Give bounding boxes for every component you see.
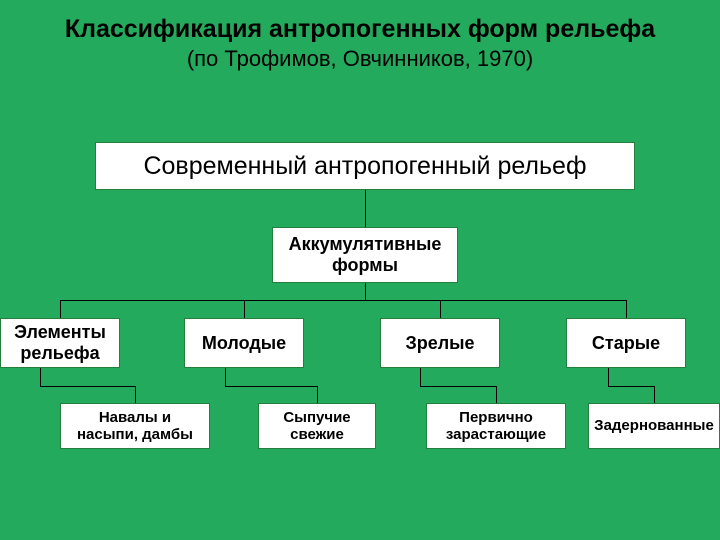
node-root: Современный антропогенный рельеф bbox=[95, 142, 635, 190]
connector-segment bbox=[496, 386, 497, 403]
node-sodded: Задернованные bbox=[588, 403, 720, 449]
node-accumulative-label: Аккумулятивные формы bbox=[289, 234, 442, 275]
node-overgrowing-label: Первично зарастающие bbox=[446, 409, 546, 444]
node-sodded-label: Задернованные bbox=[594, 417, 714, 434]
connector-segment bbox=[654, 386, 655, 403]
diagram-subtitle: (по Трофимов, Овчинников, 1970) bbox=[0, 46, 720, 72]
node-accumulative: Аккумулятивные формы bbox=[272, 227, 458, 283]
connector-segment bbox=[608, 368, 609, 386]
node-young: Молодые bbox=[184, 318, 304, 368]
connector-segment bbox=[244, 300, 245, 318]
diagram-title: Классификация антропогенных форм рельефа bbox=[0, 14, 720, 44]
connector-segment bbox=[420, 368, 421, 386]
node-old: Старые bbox=[566, 318, 686, 368]
connector-segment bbox=[135, 386, 136, 403]
node-mature: Зрелые bbox=[380, 318, 500, 368]
connector-segment bbox=[225, 368, 226, 386]
connector-segment bbox=[365, 190, 366, 227]
connector-segment bbox=[420, 386, 496, 387]
node-loose-label: Сыпучие свежие bbox=[283, 409, 350, 444]
connector-segment bbox=[40, 368, 41, 386]
node-young-label: Молодые bbox=[202, 333, 286, 354]
connector-segment bbox=[317, 386, 318, 403]
connector-segment bbox=[608, 386, 654, 387]
node-mature-label: Зрелые bbox=[405, 333, 474, 354]
connector-segment bbox=[440, 300, 441, 318]
connector-segment bbox=[60, 300, 626, 301]
node-elements-label: Элементы рельефа bbox=[14, 322, 106, 363]
node-elements: Элементы рельефа bbox=[0, 318, 120, 368]
node-old-label: Старые bbox=[592, 333, 660, 354]
node-loose: Сыпучие свежие bbox=[258, 403, 376, 449]
node-heaps-label: Навалы и насыпи, дамбы bbox=[77, 409, 193, 444]
connector-segment bbox=[225, 386, 317, 387]
diagram-canvas: Классификация антропогенных форм рельефа… bbox=[0, 0, 720, 540]
connector-segment bbox=[40, 386, 135, 387]
connector-segment bbox=[365, 283, 366, 300]
connector-segment bbox=[60, 300, 61, 318]
node-heaps: Навалы и насыпи, дамбы bbox=[60, 403, 210, 449]
connector-segment bbox=[626, 300, 627, 318]
node-overgrowing: Первично зарастающие bbox=[426, 403, 566, 449]
node-root-label: Современный антропогенный рельеф bbox=[143, 152, 586, 181]
